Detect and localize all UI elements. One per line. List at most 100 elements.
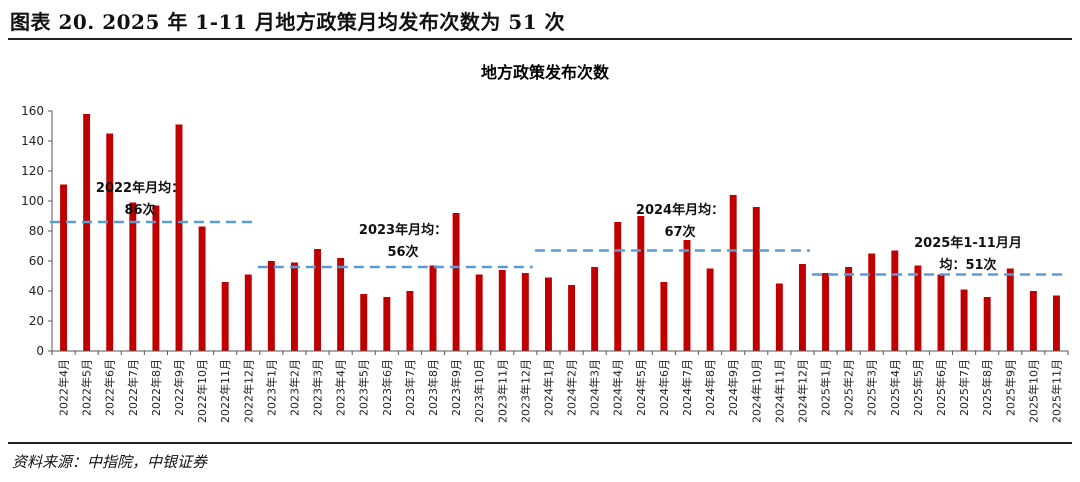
x-tick-label: 2024年3月 <box>588 359 602 416</box>
bar <box>221 282 229 351</box>
x-tick-label: 2025年8月 <box>980 359 994 416</box>
x-tick-label: 2025年11月 <box>1049 359 1063 423</box>
bar <box>660 282 668 351</box>
x-tick-label: 2022年10月 <box>195 359 209 423</box>
average-label-2022: 2022年月均： <box>96 180 184 196</box>
y-tick-label: 20 <box>29 314 44 328</box>
bar <box>706 268 714 351</box>
bar <box>729 195 737 351</box>
bar <box>775 283 783 351</box>
x-tick-label: 2024年7月 <box>680 359 694 416</box>
y-tick-label: 40 <box>29 284 44 298</box>
x-tick-label: 2025年7月 <box>957 359 971 416</box>
bar <box>614 222 622 351</box>
figure-title: 图表 20. 2025 年 1-11 月地方政策月均发布次数为 51 次 <box>10 10 566 34</box>
bar <box>383 297 391 351</box>
x-tick-label: 2022年5月 <box>80 359 94 416</box>
source-note: 资料来源：中指院，中银证券 <box>12 453 208 471</box>
x-tick-label: 2025年6月 <box>934 359 948 416</box>
x-tick-label: 2023年10月 <box>472 359 486 423</box>
x-tick-label: 2025年10月 <box>1026 359 1040 423</box>
bar <box>683 240 691 351</box>
x-tick-label: 2022年6月 <box>103 359 117 416</box>
x-tick-label: 2023年11月 <box>495 359 509 423</box>
y-axis: 0 20 40 60 80 100 120 140 160 <box>21 104 53 358</box>
x-tick-label: 2023年4月 <box>334 359 348 416</box>
average-label-2025: 均：51次 <box>939 257 996 273</box>
bar <box>152 205 160 351</box>
x-tick-label: 2023年7月 <box>403 359 417 416</box>
bar <box>937 274 945 351</box>
bar <box>429 265 437 351</box>
y-tick-label: 160 <box>21 104 44 118</box>
x-tick-label: 2025年9月 <box>1003 359 1017 416</box>
bar <box>914 265 922 351</box>
bar <box>198 226 206 351</box>
bar <box>475 274 483 351</box>
x-tick-label: 2024年2月 <box>565 359 579 416</box>
bar <box>337 258 345 351</box>
bar <box>175 124 183 351</box>
average-lines: 2022年月均： 86次 2023年月均： 56次 2024年月均： 67次 2025年1-… <box>50 180 1064 276</box>
x-tick-label: 2023年5月 <box>357 359 371 416</box>
x-axis: 2022年4月 2022年5月 2022年6月 2022年7月 2022年8月 2022年… <box>51 350 1069 423</box>
x-tick-label: 2022年12月 <box>241 359 255 423</box>
bar <box>868 253 876 351</box>
x-tick-label: 2022年9月 <box>172 359 186 416</box>
average-label-2022: 86次 <box>124 202 155 218</box>
bar <box>521 273 529 351</box>
bar <box>83 114 91 351</box>
bar <box>983 297 991 351</box>
x-tick-label: 2024年12月 <box>795 359 809 423</box>
x-tick-label: 2022年11月 <box>218 359 232 423</box>
bar <box>314 249 322 351</box>
bar <box>290 262 298 351</box>
bar <box>60 184 68 351</box>
bar <box>637 216 645 351</box>
x-tick-label: 2024年8月 <box>703 359 717 416</box>
chart-title: 地方政策发布次数 <box>481 63 610 82</box>
bar <box>752 207 760 351</box>
y-tick-label: 120 <box>21 164 44 178</box>
x-tick-label: 2023年12月 <box>518 359 532 423</box>
average-label-2025: 2025年1-11月月 <box>914 235 1022 251</box>
bar <box>244 274 252 351</box>
x-tick-label: 2023年2月 <box>287 359 301 416</box>
x-tick-label: 2023年6月 <box>380 359 394 416</box>
bar <box>544 277 552 351</box>
average-label-2023: 2023年月均： <box>359 222 447 238</box>
x-tick-label: 2022年8月 <box>149 359 163 416</box>
y-tick-label: 60 <box>29 254 44 268</box>
x-tick-label: 2022年4月 <box>57 359 71 416</box>
y-tick-label: 100 <box>21 194 44 208</box>
x-tick-label: 2025年1月 <box>819 359 833 416</box>
bottom-rule <box>8 442 1072 444</box>
bar <box>452 213 460 351</box>
bar <box>891 250 899 351</box>
y-tick-label: 80 <box>29 224 44 238</box>
average-label-2023: 56次 <box>387 244 418 260</box>
bar-chart: 地方政策发布次数 0 20 40 60 80 100 120 140 160 2022年4月 20… <box>21 63 1069 423</box>
bar <box>1052 295 1060 351</box>
x-tick-label: 2024年5月 <box>634 359 648 416</box>
bar <box>267 261 275 351</box>
y-tick-label: 0 <box>36 344 44 358</box>
y-tick-label: 140 <box>21 134 44 148</box>
bar <box>960 289 968 351</box>
bar <box>568 285 576 351</box>
bar <box>591 267 599 351</box>
x-tick-label: 2024年4月 <box>611 359 625 416</box>
bar <box>1029 291 1037 351</box>
x-tick-label: 2025年4月 <box>888 359 902 416</box>
bar <box>360 294 368 351</box>
x-tick-label: 2025年2月 <box>842 359 856 416</box>
x-tick-label: 2023年3月 <box>311 359 325 416</box>
bar <box>1006 268 1014 351</box>
x-tick-label: 2024年1月 <box>541 359 555 416</box>
x-tick-label: 2024年9月 <box>726 359 740 416</box>
bar <box>822 273 830 351</box>
x-tick-label: 2023年9月 <box>449 359 463 416</box>
bar <box>798 264 806 351</box>
bars <box>60 114 1060 351</box>
bar <box>406 291 414 351</box>
